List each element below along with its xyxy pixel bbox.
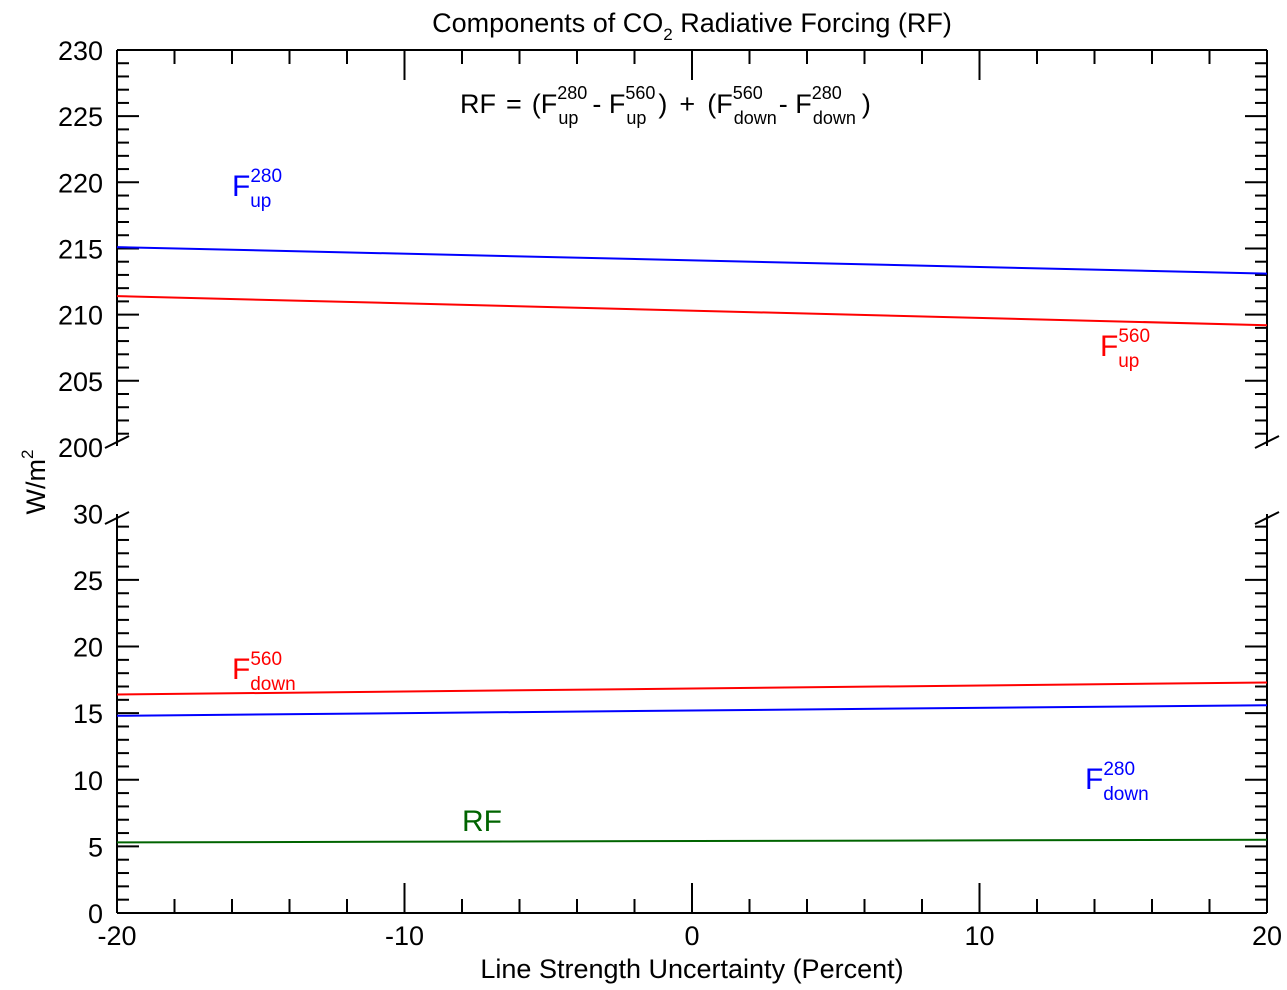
lower-tick-label: 30 (73, 499, 103, 529)
series-label-f_down_280: F280 down (1085, 759, 1149, 805)
axis-break-mark-2 (1254, 435, 1280, 449)
upper-tick-label: 220 (58, 168, 103, 198)
series-line-f_down_560 (116, 681, 1268, 696)
upper-tick-label: 215 (58, 234, 103, 264)
upper-tick-label: 205 (58, 367, 103, 397)
series-line-f_down_280 (116, 704, 1268, 717)
x-tick-label: 20 (1252, 921, 1282, 951)
x-tick-label: -20 (97, 921, 136, 951)
x-tick-label: 0 (684, 921, 699, 951)
series-line-f_up_560 (116, 295, 1268, 327)
series-label-rf: RF (462, 805, 502, 838)
axis-tick-labels: 200 205 210 215 220 225 230 0 5 10 15 20 25 30 -20 -10 0… (58, 36, 1282, 951)
series-label-f_up_280: F280 up (232, 166, 282, 212)
axis-break-mark-0 (104, 435, 130, 449)
chart-title: Components of CO2 Radiative Forcing (RF) (432, 8, 952, 44)
axis-break-mark-3 (1254, 511, 1280, 525)
x-tick-label: 10 (964, 921, 994, 951)
lower-tick-label: 20 (73, 633, 103, 663)
lower-tick-label: 25 (73, 566, 103, 596)
axis-break-mark-1 (104, 511, 130, 525)
lower-tick-label: 0 (88, 899, 103, 929)
x-tick-label: -10 (385, 921, 424, 951)
lower-tick-label: 5 (88, 832, 103, 862)
equation-annotation: RF = (F280 up - F560 up) + (F560 down- F280 down) (460, 83, 871, 128)
series-line-f_up_280 (116, 246, 1268, 275)
upper-tick-label: 225 (58, 102, 103, 132)
y-axis-label: W/m2 (18, 450, 51, 515)
series-lines (116, 246, 1268, 844)
lower-tick-label: 15 (73, 699, 103, 729)
series-label-f_up_560: F560 up (1100, 326, 1150, 372)
upper-tick-label: 210 (58, 301, 103, 331)
x-axis-label: Line Strength Uncertainty (Percent) (480, 954, 903, 984)
upper-tick-label: 230 (58, 36, 103, 66)
upper-tick-label: 200 (58, 433, 103, 463)
series-labels: F280 up F560 up F560 down F280 down RF (232, 166, 1150, 838)
axis-ticks (116, 49, 1268, 914)
series-label-f_down_560: F560 down (232, 649, 296, 695)
lower-tick-label: 10 (73, 766, 103, 796)
series-line-rf (116, 838, 1268, 844)
